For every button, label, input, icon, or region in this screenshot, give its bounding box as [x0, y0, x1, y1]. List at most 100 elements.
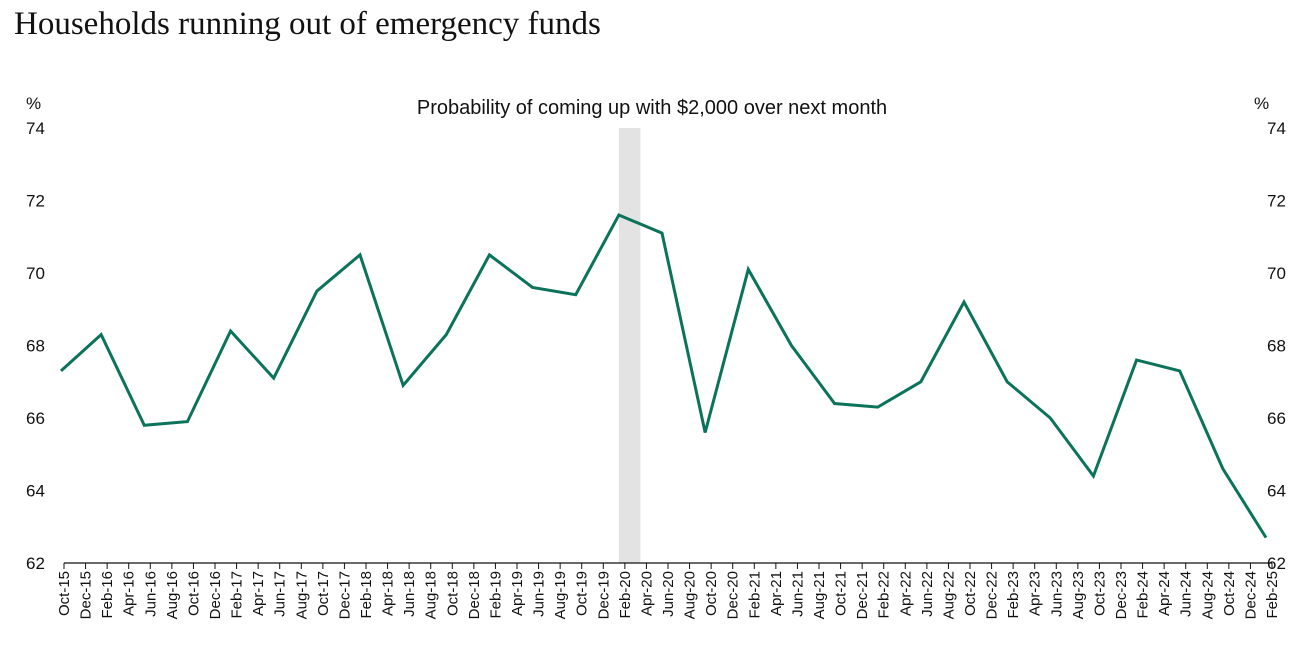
data-point [401, 383, 405, 387]
data-point [703, 431, 707, 435]
x-tick-label: Oct-16 [185, 571, 202, 616]
x-tick-label: Dec-22 [984, 571, 1001, 619]
x-tick-label: Aug-24 [1199, 571, 1216, 619]
x-tick-label: Feb-18 [358, 571, 375, 619]
y-tick-label-right: 70 [1267, 264, 1286, 283]
data-point [919, 380, 923, 384]
data-point [272, 376, 276, 380]
x-tick-label: Oct-18 [444, 571, 461, 616]
data-point [531, 286, 535, 290]
y-tick-label-left: 74 [26, 119, 45, 138]
data-point [962, 300, 966, 304]
x-tick-label: Feb-21 [746, 571, 763, 619]
y-tick-label-right: 64 [1267, 482, 1286, 501]
x-tick-label: Jun-19 [531, 571, 548, 617]
x-tick-label: Apr-18 [380, 571, 397, 616]
x-tick-label: Dec-20 [725, 571, 742, 619]
y-tick-label-left: 70 [26, 264, 45, 283]
data-point [1048, 416, 1052, 420]
y-tick-label-left: 64 [26, 482, 45, 501]
x-tick-label: Jun-24 [1178, 571, 1195, 617]
data-point [1178, 369, 1182, 373]
x-tick-label: Feb-17 [229, 571, 246, 619]
data-point [1005, 380, 1009, 384]
y-tick-label-left: 66 [26, 409, 45, 428]
x-tick-label: Apr-21 [768, 571, 785, 616]
x-tick-label: Feb-20 [617, 571, 634, 619]
data-point [142, 423, 146, 427]
data-point [99, 333, 103, 337]
x-tick-label: Oct-22 [962, 571, 979, 616]
x-tick-label: Feb-22 [876, 571, 893, 619]
x-tick-label: Aug-16 [164, 571, 181, 619]
y-tick-label-left: 62 [26, 554, 45, 573]
x-tick-label: Feb-24 [1135, 571, 1152, 619]
series-line [59, 213, 1268, 539]
data-point [789, 344, 793, 348]
y-tick-label-left: 68 [26, 337, 45, 356]
data-point [229, 329, 233, 333]
x-tick-label: Oct-19 [574, 571, 591, 616]
y-tick-label-right: 68 [1267, 337, 1286, 356]
x-tick-label: Apr-19 [509, 571, 526, 616]
x-tick-label: Aug-17 [293, 571, 310, 619]
x-tick-label: Dec-24 [1242, 571, 1259, 619]
data-point [59, 369, 63, 373]
data-point [746, 267, 750, 271]
x-tick-label: Jun-17 [272, 571, 289, 617]
x-tick-label: Jun-23 [1048, 571, 1065, 617]
data-point [315, 289, 319, 293]
data-point [876, 405, 880, 409]
y-tick-label-right: 74 [1267, 119, 1286, 138]
x-tick-label: Aug-21 [811, 571, 828, 619]
x-tick-label: Feb-16 [99, 571, 116, 619]
x-tick-label: Aug-22 [940, 571, 957, 619]
data-point [1091, 474, 1095, 478]
x-tick-label: Jun-20 [660, 571, 677, 617]
x-tick-label: Dec-18 [466, 571, 483, 619]
x-tick-label: Feb-19 [487, 571, 504, 619]
x-tick-label: Jun-18 [401, 571, 418, 617]
x-tick-label: Jun-21 [789, 571, 806, 617]
x-tick-label: Dec-17 [336, 571, 353, 619]
x-tick-label: Dec-16 [207, 571, 224, 619]
chart-title: Households running out of emergency fund… [14, 6, 601, 42]
shaded-period [618, 128, 641, 563]
x-tick-label: Dec-19 [595, 571, 612, 619]
data-point [444, 333, 448, 337]
x-tick-label: Dec-23 [1113, 571, 1130, 619]
data-point [185, 420, 189, 424]
x-tick-label: Jun-16 [142, 571, 159, 617]
x-tick-label: Oct-23 [1091, 571, 1108, 616]
data-point [487, 253, 491, 257]
y-tick-label-right: 66 [1267, 409, 1286, 428]
x-tick-label: Feb-23 [1005, 571, 1022, 619]
data-point [617, 213, 621, 217]
x-tick-label: Oct-21 [833, 571, 850, 616]
chart-subtitle: Probability of coming up with $2,000 ove… [417, 97, 887, 119]
x-tick-label: Apr-20 [638, 571, 655, 616]
x-tick-label: Dec-15 [78, 571, 95, 619]
x-tick-label: Apr-16 [121, 571, 138, 616]
x-tick-label: Oct-24 [1221, 571, 1238, 616]
x-tick-label: Aug-23 [1070, 571, 1087, 619]
y-axis-unit-left: % [26, 94, 41, 113]
x-tick-label: Apr-22 [897, 571, 914, 616]
data-point [833, 402, 837, 406]
x-tick-label: Aug-20 [682, 571, 699, 619]
data-point [1264, 536, 1268, 540]
x-tick-label: Aug-18 [423, 571, 440, 619]
data-point [358, 253, 362, 257]
x-tick-label: Jun-22 [919, 571, 936, 617]
data-point [660, 231, 664, 235]
x-tick-label: Aug-19 [552, 571, 569, 619]
x-tick-label: Apr-17 [250, 571, 267, 616]
y-axis-unit-right: % [1254, 94, 1269, 113]
x-tick-label: Feb-25 [1264, 571, 1281, 619]
data-point [1221, 467, 1225, 471]
x-tick-label: Dec-21 [854, 571, 871, 619]
data-point [574, 293, 578, 297]
x-tick-label: Oct-20 [703, 571, 720, 616]
y-tick-label-right: 72 [1267, 192, 1286, 211]
